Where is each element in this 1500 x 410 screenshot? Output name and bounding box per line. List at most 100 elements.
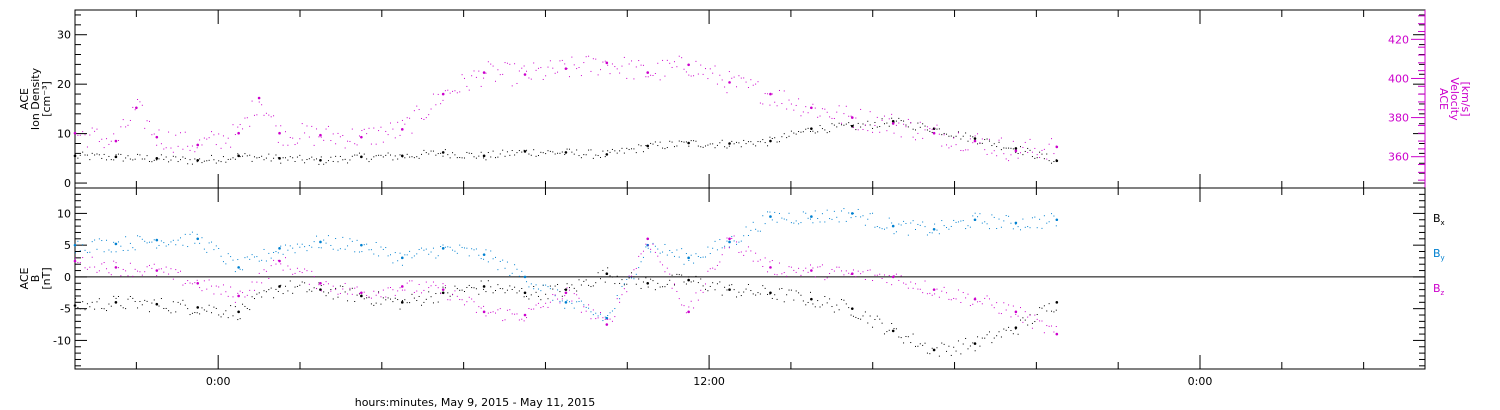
sample-dot xyxy=(688,276,690,278)
sample-dot xyxy=(678,55,680,57)
sample-dot xyxy=(191,283,193,285)
sample-dot xyxy=(390,122,391,124)
sample-dot xyxy=(561,59,563,61)
sample-dot xyxy=(523,65,525,67)
data-point xyxy=(441,247,445,250)
sample-dot xyxy=(294,160,296,162)
sample-dot xyxy=(347,162,349,164)
data-point xyxy=(319,240,322,244)
sample-dot xyxy=(432,247,434,249)
sample-dot xyxy=(139,236,141,238)
sample-dot xyxy=(781,136,783,138)
sample-dot xyxy=(740,240,742,242)
sample-dot xyxy=(542,78,544,80)
sample-dot xyxy=(802,131,804,133)
sample-dot xyxy=(487,261,489,263)
sample-dot xyxy=(841,270,843,272)
sample-dot xyxy=(831,218,833,220)
sample-dot xyxy=(163,158,165,160)
data-point xyxy=(1014,326,1018,330)
sample-dot xyxy=(244,296,246,298)
sample-dot xyxy=(764,223,766,225)
sample-dot xyxy=(454,154,456,156)
sample-dot xyxy=(969,305,971,307)
sample-dot xyxy=(437,93,439,95)
sample-dot xyxy=(690,281,692,283)
sample-dot xyxy=(399,134,401,136)
sample-dot xyxy=(466,301,468,303)
sample-dot xyxy=(852,126,854,128)
sample-dot xyxy=(413,291,415,293)
sample-dot xyxy=(695,292,697,294)
sample-dot xyxy=(518,319,520,321)
sample-dot xyxy=(358,251,360,253)
sample-dot xyxy=(203,137,205,139)
sample-dot xyxy=(160,143,162,145)
sample-dot xyxy=(929,130,931,132)
sample-dot xyxy=(270,257,272,259)
sample-dot xyxy=(187,246,189,248)
sample-dot xyxy=(242,155,244,157)
sample-dot xyxy=(879,318,881,320)
sample-dot xyxy=(273,115,275,117)
sample-dot xyxy=(576,294,578,296)
sample-dot xyxy=(1024,311,1026,313)
sample-dot xyxy=(580,311,582,313)
sample-dot xyxy=(721,79,723,81)
sample-dot xyxy=(323,163,325,165)
sample-dot xyxy=(172,301,174,303)
sample-dot xyxy=(666,283,668,285)
sample-dot xyxy=(693,280,695,282)
sample-dot xyxy=(318,163,320,165)
sample-dot xyxy=(645,277,647,279)
sample-dot xyxy=(953,297,955,299)
sample-dot xyxy=(1015,313,1017,315)
sample-dot xyxy=(268,289,270,291)
sample-dot xyxy=(669,250,671,252)
sample-dot xyxy=(678,274,680,276)
sample-dot xyxy=(778,89,780,91)
sample-dot xyxy=(425,298,427,300)
sample-dot xyxy=(203,160,205,162)
sample-dot xyxy=(275,125,277,127)
sample-dot xyxy=(883,228,885,230)
sample-dot xyxy=(358,152,360,154)
sample-dot xyxy=(600,313,601,315)
sample-dot xyxy=(172,239,174,241)
sample-dot xyxy=(110,251,112,253)
sample-dot xyxy=(642,250,644,252)
sample-dot xyxy=(120,245,122,247)
sample-dot xyxy=(860,318,862,320)
sample-dot xyxy=(492,311,494,313)
sample-dot xyxy=(222,135,224,137)
sample-dot xyxy=(602,320,604,322)
sample-dot xyxy=(1055,225,1057,227)
sample-dot xyxy=(907,126,909,128)
sample-dot xyxy=(196,312,198,314)
sample-dot xyxy=(621,65,623,67)
sample-dot xyxy=(495,157,496,159)
sample-dot xyxy=(721,139,723,141)
sample-dot xyxy=(1053,331,1055,333)
sample-dot xyxy=(366,243,368,245)
sample-dot xyxy=(84,267,86,269)
sample-dot xyxy=(778,262,780,264)
sample-dot xyxy=(974,212,976,214)
sample-dot xyxy=(611,320,613,322)
sample-dot xyxy=(323,239,325,241)
sample-dot xyxy=(313,275,315,277)
sample-dot xyxy=(965,297,967,299)
sample-dot xyxy=(1012,305,1014,307)
sample-dot xyxy=(903,120,905,122)
sample-dot xyxy=(361,156,363,158)
sample-dot xyxy=(134,268,136,270)
series-left xyxy=(73,117,1059,165)
sample-dot xyxy=(141,158,143,160)
sample-dot xyxy=(781,273,783,275)
sample-dot xyxy=(841,299,843,301)
sample-dot xyxy=(203,309,205,311)
sample-dot xyxy=(829,273,831,275)
sample-dot xyxy=(903,220,905,222)
sample-dot xyxy=(182,156,184,158)
sample-dot xyxy=(671,274,673,276)
